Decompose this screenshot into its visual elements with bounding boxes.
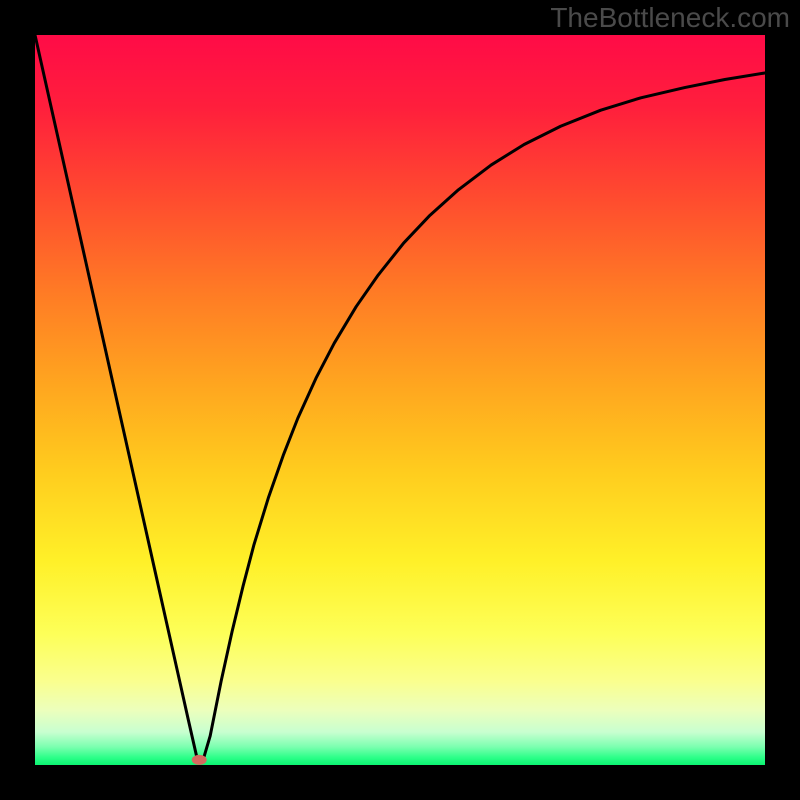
minimum-marker: [192, 755, 207, 765]
plot-area: [35, 35, 765, 765]
chart-svg: [35, 35, 765, 765]
watermark-text: TheBottleneck.com: [550, 2, 790, 34]
gradient-background: [35, 35, 765, 765]
